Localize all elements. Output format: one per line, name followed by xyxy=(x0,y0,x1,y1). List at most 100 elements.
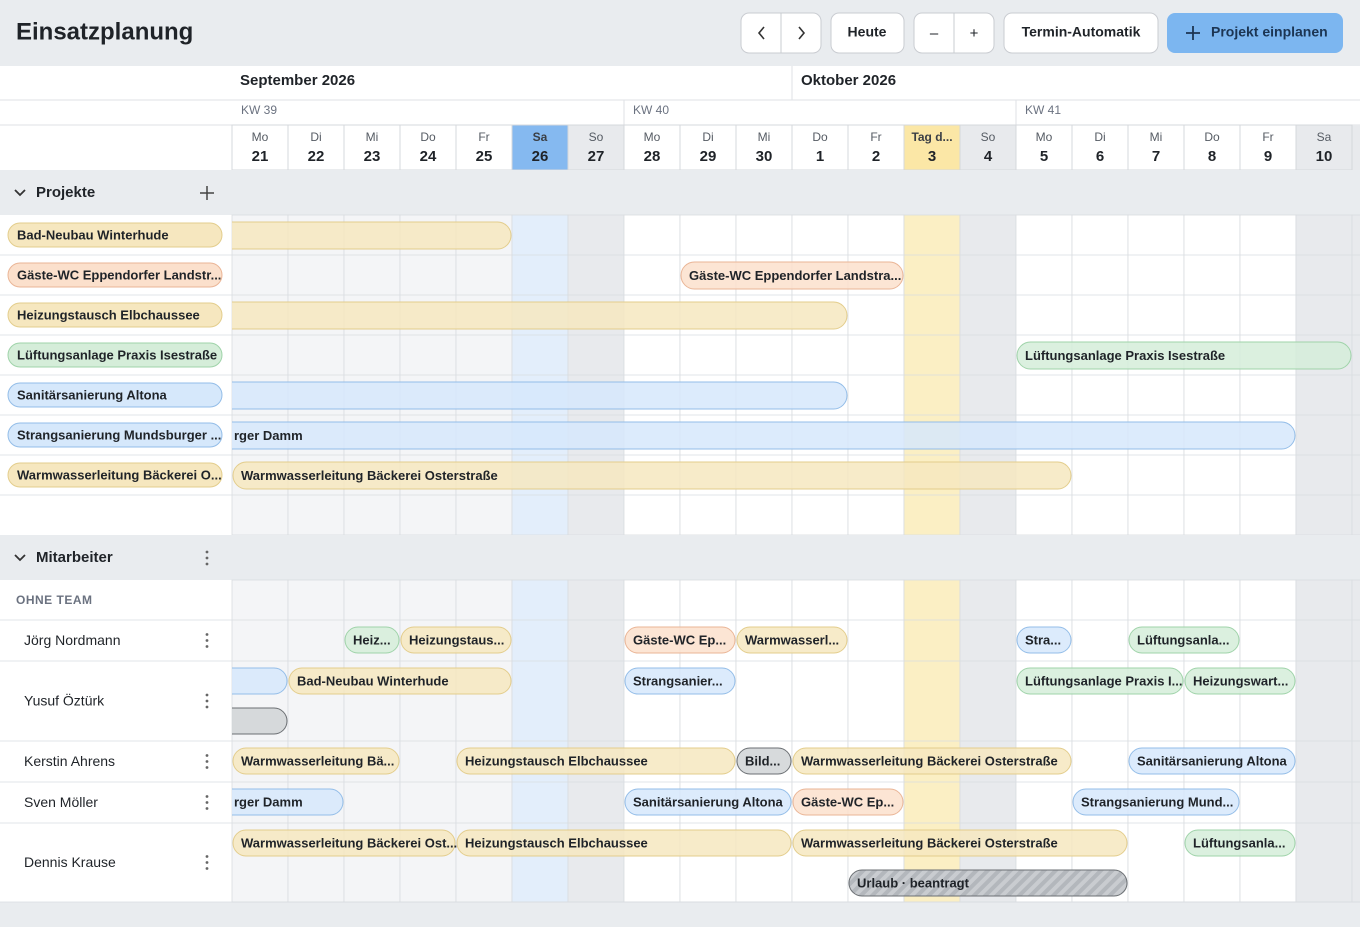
day-date: 23 xyxy=(364,148,381,165)
schedule-bar[interactable] xyxy=(193,301,848,330)
schedule-bar[interactable]: Strangsanierung Mund... xyxy=(1072,788,1240,816)
zoom-out[interactable]: – xyxy=(930,25,939,42)
weekday: So xyxy=(981,130,996,144)
bar-shape xyxy=(1184,829,1296,857)
schedule-bar[interactable]: Warmwasserleitung Bä... xyxy=(232,747,400,775)
bar-shape xyxy=(232,829,456,857)
schedule-bar[interactable]: rger Damm xyxy=(193,421,1296,450)
schedule-bar[interactable]: Lüftungsanlage Praxis Isestraße xyxy=(1016,341,1352,370)
schedule-bar[interactable]: Urlaub · beantragt xyxy=(848,869,1128,897)
schedule-bar[interactable]: Warmwasserleitung Bäckerei Osterstraße xyxy=(232,461,1072,490)
week-label: KW 40 xyxy=(633,103,669,117)
day-date: 2 xyxy=(872,148,880,165)
auto-button[interactable] xyxy=(1003,12,1159,54)
bar-label: Bild... xyxy=(745,753,780,768)
bar-label: Lüftungsanlage Praxis Isestraße xyxy=(1025,348,1225,363)
bar-label: Gäste-WC Eppendorfer Landstra... xyxy=(689,268,901,283)
schedule-bar[interactable]: Lüftungsanla... xyxy=(1184,829,1296,857)
chevron xyxy=(14,554,26,562)
week-label: KW 39 xyxy=(241,103,277,117)
today-button[interactable] xyxy=(830,12,905,54)
project-name: Lüftungsanlage Praxis Isestraße xyxy=(17,347,217,362)
nav-group[interactable] xyxy=(740,12,822,54)
schedule-bar[interactable]: Lüftungsanla... xyxy=(1128,626,1240,654)
add-icon[interactable] xyxy=(200,186,214,200)
employee-name: Jörg Nordmann xyxy=(24,632,121,648)
project-name: Heizungstausch Elbchaussee xyxy=(17,307,200,322)
bar-shape xyxy=(1128,626,1240,654)
bar-label: Heizungswart... xyxy=(1193,673,1288,688)
bar-shape xyxy=(680,261,904,290)
schedule-bar[interactable]: Gäste-WC Eppendorfer Landstra... xyxy=(680,261,904,290)
schedule-bar[interactable]: Strangsanier... xyxy=(624,667,736,695)
bar-shape xyxy=(848,869,1128,897)
bar-label: Warmwasserleitung Bä... xyxy=(241,753,394,768)
schedule-bar[interactable]: Warmwasserleitung Bäckerei Osterstraße xyxy=(792,829,1128,857)
bar-label: Warmwasserleitung Bäckerei Osterstraße xyxy=(241,468,498,483)
month-label: September 2026 xyxy=(240,72,355,89)
schedule-bar[interactable]: Heizungstausch Elbchaussee xyxy=(456,747,736,775)
schedule-bar[interactable]: rger Damm xyxy=(193,788,344,816)
day-date: 27 xyxy=(588,148,605,165)
weekday: Mo xyxy=(644,130,661,144)
bar-shape xyxy=(288,667,512,695)
weekday: Mi xyxy=(758,130,771,144)
schedule-bar[interactable]: Heizungstausch Elbchaussee xyxy=(456,829,792,857)
schedule-bar[interactable]: Stra... xyxy=(1016,626,1072,654)
plan-button[interactable] xyxy=(1167,13,1343,53)
schedule-bar[interactable]: Lüftungsanlage Praxis I... xyxy=(1016,667,1184,695)
bar-shape xyxy=(624,788,792,816)
bar-label: Warmwasserleitung Bäckerei Ost... xyxy=(241,835,457,850)
schedule-bar[interactable] xyxy=(193,381,848,410)
zoom-in[interactable]: + xyxy=(970,25,979,42)
schedule-bar[interactable]: Warmwasserl... xyxy=(736,626,848,654)
menu-dot xyxy=(205,861,209,864)
schedule-bar[interactable] xyxy=(193,667,288,695)
schedule-bar[interactable]: Warmwasserleitung Bäckerei Osterstraße xyxy=(792,747,1072,775)
bar-shape xyxy=(232,788,344,816)
schedule-bar[interactable]: Heiz... xyxy=(344,626,400,654)
day-date: 4 xyxy=(984,148,993,165)
bar-label: Warmwasserleitung Bäckerei Osterstraße xyxy=(801,753,1058,768)
weekday: Mo xyxy=(252,130,269,144)
day-cell xyxy=(959,124,1017,171)
day-date: 10 xyxy=(1316,148,1333,165)
schedule-bar[interactable] xyxy=(193,707,288,735)
schedule-bar[interactable]: Bad-Neubau Winterhude xyxy=(288,667,512,695)
day-cell xyxy=(791,124,849,171)
schedule-bar[interactable]: Sanitärsanierung Altona xyxy=(1128,747,1296,775)
day-date: 7 xyxy=(1152,148,1160,165)
schedule-bar[interactable]: Heizungstaus... xyxy=(400,626,512,654)
project-name: Bad-Neubau Winterhude xyxy=(17,227,169,242)
project-chip xyxy=(7,222,223,248)
bar-shape xyxy=(1016,667,1184,695)
menu-dot xyxy=(205,766,209,769)
bar-shape xyxy=(232,221,512,250)
schedule-bar[interactable]: Gäste-WC Ep... xyxy=(624,626,736,654)
schedule-bar[interactable]: Bild... xyxy=(736,747,792,775)
schedule-bar[interactable]: Heizungswart... xyxy=(1184,667,1296,695)
bar-shape xyxy=(624,626,736,654)
menu-dot xyxy=(205,867,209,870)
bar-label: Sanitärsanierung Altona xyxy=(1137,753,1288,768)
bar-shape xyxy=(232,707,288,735)
day-date: 24 xyxy=(420,148,437,165)
menu-dot xyxy=(205,801,209,804)
bar-shape xyxy=(736,626,848,654)
bar-shape xyxy=(232,667,288,695)
bar-label: Strangsanier... xyxy=(633,673,723,688)
schedule-bar[interactable] xyxy=(193,221,512,250)
menu-dot xyxy=(205,550,209,554)
menu-dot xyxy=(205,633,209,636)
weekday: Tag d... xyxy=(911,130,952,144)
menu-dot xyxy=(205,699,209,703)
schedule-bar[interactable]: Warmwasserleitung Bäckerei Ost... xyxy=(232,829,457,857)
day-date: 22 xyxy=(308,148,325,165)
project-chip xyxy=(7,422,223,448)
bar-label: Heizungstausch Elbchaussee xyxy=(465,835,648,850)
day-cell xyxy=(1015,124,1073,171)
schedule-bar[interactable]: Sanitärsanierung Altona xyxy=(624,788,792,816)
schedule-bar[interactable]: Gäste-WC Ep... xyxy=(792,788,904,816)
weekday: Di xyxy=(1094,130,1105,144)
